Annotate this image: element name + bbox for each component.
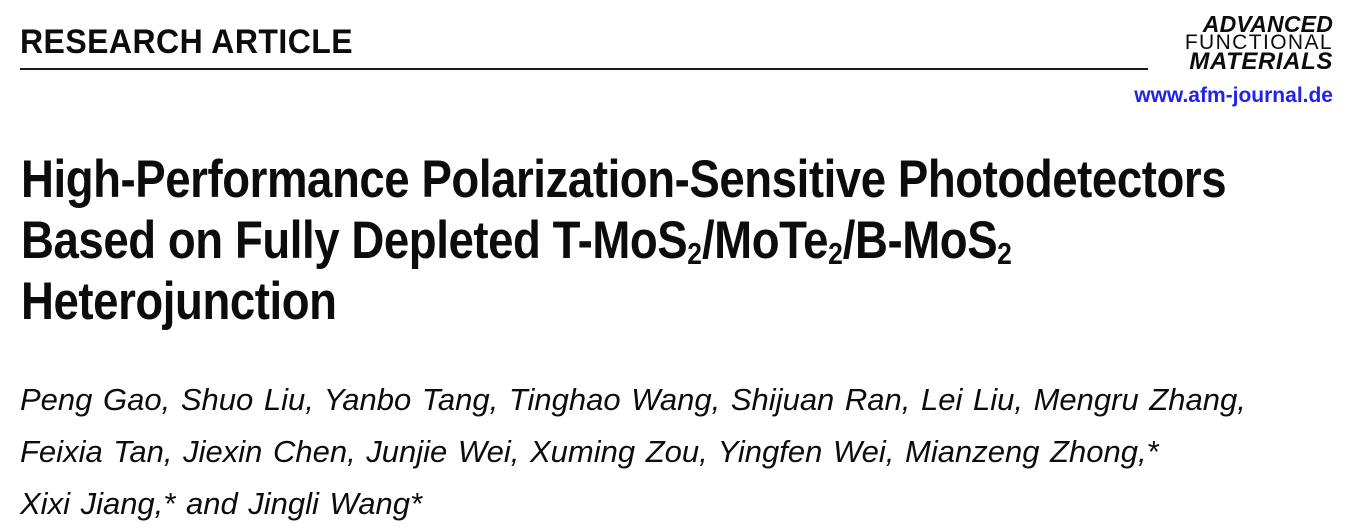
author-line: Peng Gao, Shuo Liu, Yanbo Tang, Tinghao …	[20, 382, 1246, 417]
article-type-label: RESEARCH ARTICLE	[20, 23, 354, 61]
title-subscript: 2	[687, 236, 702, 272]
title-text-segment: High-Performance Polarization-Sensitive …	[21, 150, 1227, 209]
author-line: Feixia Tan, Jiexin Chen, Junjie Wei, Xum…	[20, 434, 1159, 469]
title-text-segment: /MoTe	[701, 211, 829, 270]
title-subscript: 2	[828, 236, 843, 272]
title-text-segment: /B-MoS	[842, 211, 998, 270]
title-line: Heterojunction	[21, 271, 1226, 332]
paper-title: High-Performance Polarization-Sensitive …	[21, 149, 1227, 332]
journal-url-link[interactable]: www.afm-journal.de	[1134, 84, 1333, 107]
author-list: Peng Gao, Shuo Liu, Yanbo Tang, Tinghao …	[20, 374, 1246, 530]
title-text-segment: Based on Fully Depleted T-MoS	[21, 211, 688, 270]
author-line: Xixi Jiang,* and Jingli Wang*	[20, 486, 423, 521]
journal-logo-line-materials: MATERIALS	[1189, 48, 1333, 75]
header-divider-rule	[20, 68, 1148, 70]
journal-logo-line-advanced: ADVANCED	[1202, 11, 1333, 37]
journal-logo-line-functional: FUNCTIONAL	[1184, 31, 1333, 54]
title-subscript: 2	[997, 236, 1012, 272]
title-text-segment: Heterojunction	[21, 272, 337, 331]
title-line: High-Performance Polarization-Sensitive …	[21, 149, 1227, 210]
journal-logo: ADVANCED FUNCTIONAL MATERIALS	[1184, 11, 1333, 75]
title-line: Based on Fully Depleted T-MoS2/MoTe2/B-M…	[21, 210, 1226, 271]
